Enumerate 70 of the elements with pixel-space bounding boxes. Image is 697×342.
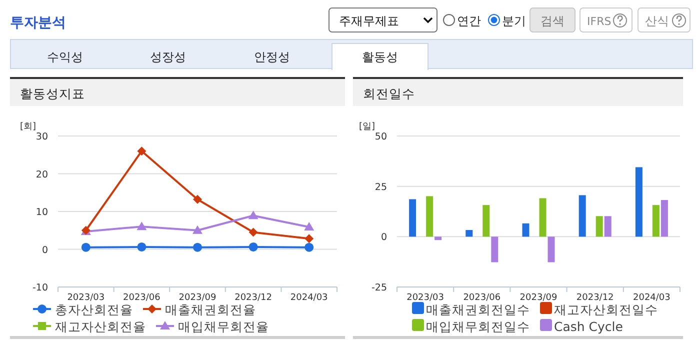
bar — [635, 167, 642, 237]
y-tick-label: 30 — [36, 132, 48, 142]
text: 투자분석 — [10, 15, 66, 31]
bar — [409, 199, 416, 237]
point — [248, 228, 258, 237]
y-axis-title: [회] — [20, 122, 36, 132]
legend-label: 매입채무회전일수 — [426, 319, 530, 334]
legend-label: 매출채권회전율 — [165, 302, 256, 317]
x-tick-label: 2024/03 — [633, 293, 670, 303]
bar — [596, 216, 603, 237]
text: 산식 — [645, 14, 669, 28]
point — [304, 222, 314, 230]
bar — [604, 216, 612, 237]
x-tick-label: 2023/09 — [178, 293, 216, 303]
legend-label: Cash Cycle — [554, 319, 624, 334]
text: 검색 — [540, 14, 564, 28]
y-axis-title: [일] — [359, 122, 376, 132]
point — [248, 210, 258, 220]
bar — [482, 205, 490, 237]
text: 안정성 — [254, 50, 290, 64]
x-tick-label: 2023/12 — [576, 293, 614, 303]
x-tick-label: 2024/03 — [290, 293, 328, 303]
text: 분기 — [502, 14, 526, 28]
text: IFRS — [587, 15, 612, 28]
text: 활동성 — [362, 50, 398, 64]
text: 성장성 — [150, 50, 186, 64]
x-tick-label: 2023/06 — [123, 293, 161, 303]
y-tick-label: 25 — [374, 182, 387, 193]
legend-label: 매입채무회전율 — [178, 319, 269, 334]
point — [192, 225, 202, 234]
bar — [434, 236, 442, 240]
x-tick-label: 2023/03 — [406, 293, 444, 303]
y-tick-label: 0 — [42, 244, 48, 256]
bar — [548, 236, 555, 262]
point — [137, 146, 146, 156]
chart-title: 회전일수 — [363, 86, 415, 101]
chart-title: 활동성지표 — [20, 86, 85, 101]
legend-label: 재고자산회전율 — [55, 319, 146, 334]
y-tick-label: 50 — [374, 132, 387, 142]
legend-label: 총자산회전율 — [55, 302, 133, 317]
text: 연간 — [457, 14, 481, 28]
bar — [522, 223, 530, 237]
x-tick-label: 2023/03 — [67, 293, 105, 303]
y-tick-label: 20 — [36, 169, 48, 180]
text: 주재무제표 — [339, 14, 399, 28]
legend-label: 재고자산회전일수 — [554, 302, 658, 317]
x-tick-label: 2023/06 — [463, 293, 501, 303]
point — [193, 194, 202, 204]
y-tick-label: 10 — [36, 207, 48, 218]
bar — [426, 196, 434, 237]
bar — [660, 200, 668, 237]
bar — [578, 195, 586, 237]
bar — [652, 205, 660, 237]
point — [248, 242, 258, 252]
legend-label: 매출채권회전일수 — [426, 302, 530, 317]
point — [304, 242, 314, 252]
point — [137, 242, 146, 252]
point — [81, 242, 90, 252]
y-tick-label: -25 — [371, 282, 387, 294]
y-tick-label: 0 — [380, 232, 387, 244]
text: 수익성 — [47, 50, 83, 64]
bar — [491, 236, 498, 262]
bar — [466, 230, 473, 237]
x-tick-label: 2023/12 — [234, 293, 272, 303]
y-tick-label: -10 — [32, 282, 48, 294]
point — [136, 222, 147, 230]
point — [304, 234, 314, 244]
point — [193, 242, 202, 252]
bar — [539, 198, 546, 237]
x-tick-label: 2023/09 — [520, 293, 558, 303]
